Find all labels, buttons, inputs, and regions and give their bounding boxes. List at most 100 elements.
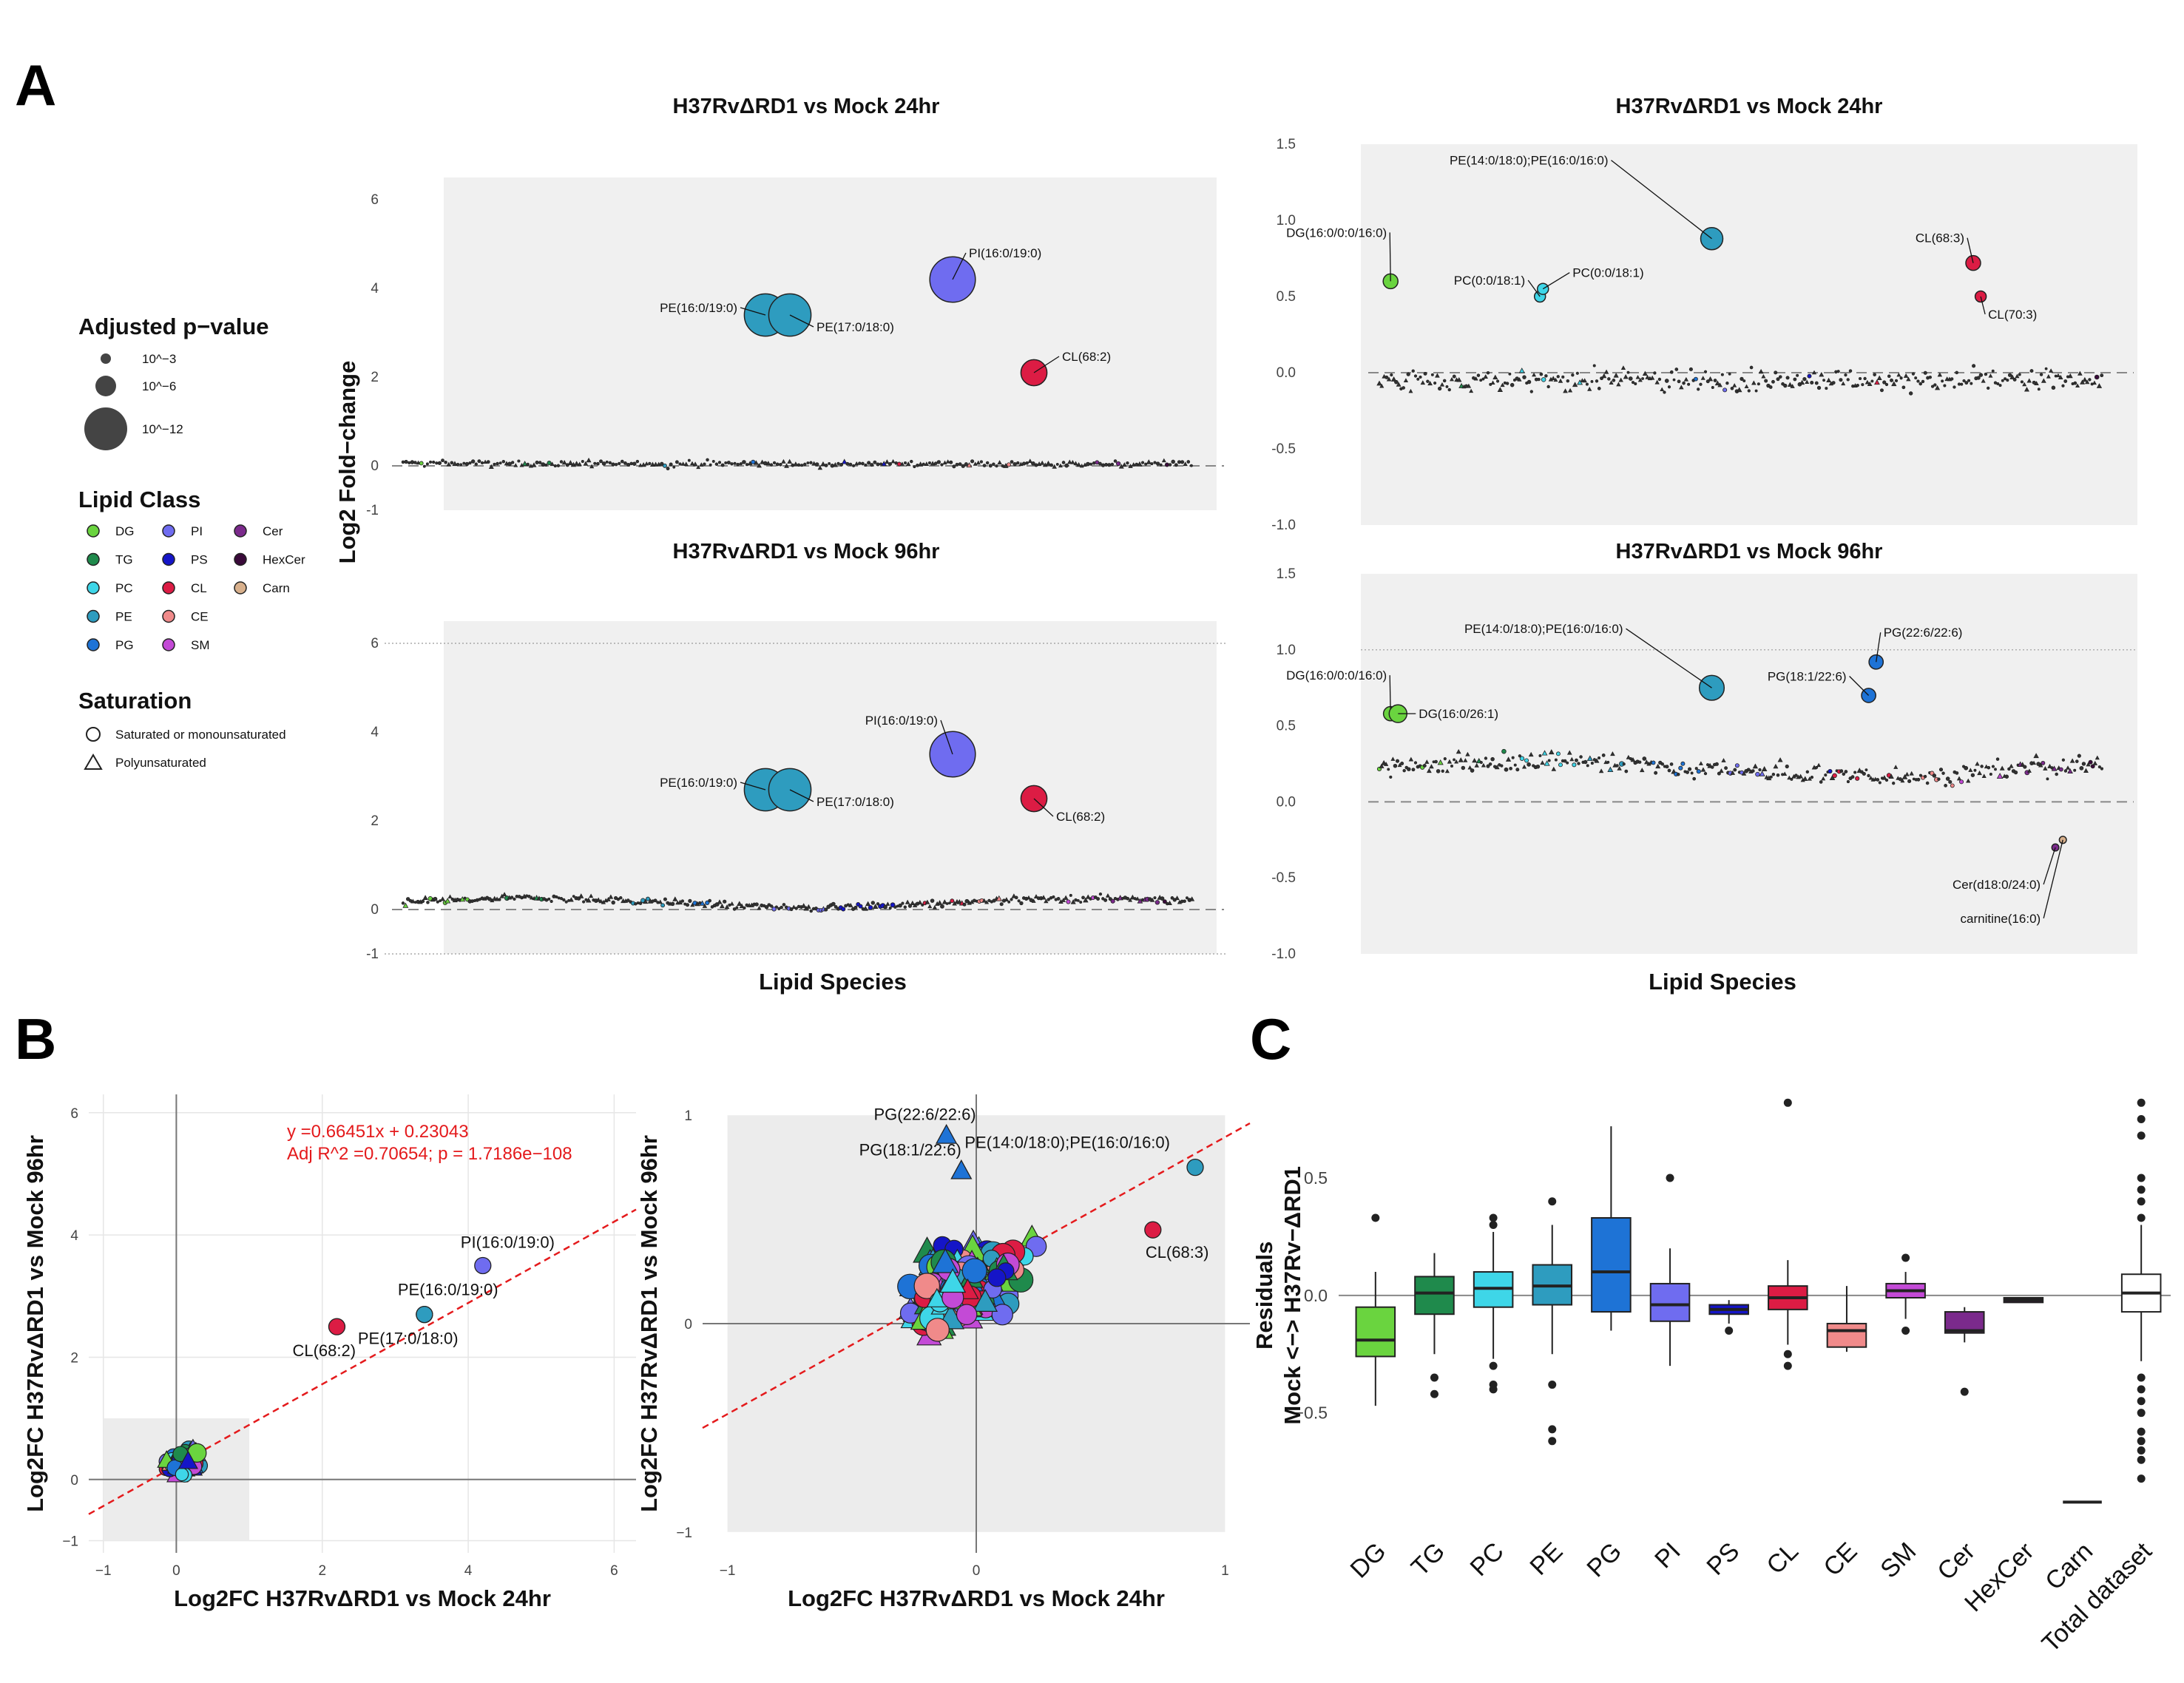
y-tick-label: −0.5: [1294, 1403, 1328, 1423]
data-point: [1657, 377, 1662, 382]
data-point: [1996, 773, 2004, 779]
data-point: [861, 461, 865, 466]
data-point: [1540, 760, 1545, 765]
data-point: [1918, 773, 1922, 777]
y-tick-label: 0.5: [1304, 1168, 1328, 1188]
data-point: [1541, 750, 1548, 756]
data-point: [876, 902, 880, 906]
data-point: [1641, 377, 1644, 380]
data-point: [1396, 382, 1402, 387]
y-tick-label: 0.5: [1277, 289, 1296, 305]
chart-a-96hr-zoom: H37RvΔRD1 vs Mock 96hr -1.0 -0.5 0.0 0.5 1.0 1…: [1271, 540, 2137, 962]
data-point: [1085, 894, 1091, 899]
x-tick-label: 0: [172, 1563, 180, 1579]
data-point: [1964, 765, 1969, 771]
data-point: [1802, 376, 1807, 382]
data-point: [1677, 379, 1681, 384]
data-point: [702, 903, 708, 908]
data-point: [1996, 382, 2000, 386]
data-point: [854, 461, 859, 466]
data-point: [666, 467, 670, 471]
data-point: [1672, 378, 1676, 382]
data-point: [2049, 368, 2054, 373]
data-point: [912, 902, 918, 907]
data-point: [2096, 383, 2103, 388]
data-point: [2034, 381, 2039, 386]
data-point: [1047, 898, 1050, 901]
data-point: [1859, 770, 1864, 774]
label-leader: [1626, 628, 1712, 688]
data-point: [1796, 373, 1799, 377]
data-point: [1609, 380, 1614, 385]
data-point: [1893, 765, 1899, 769]
data-point: [510, 895, 514, 899]
data-point: [1544, 760, 1550, 766]
data-point: [824, 907, 828, 912]
data-point: [1474, 762, 1479, 768]
data-point: [1819, 780, 1823, 784]
data-point: [464, 461, 470, 467]
data-point: [1126, 896, 1130, 901]
data-point: [1155, 461, 1160, 466]
data-point: [1955, 771, 1959, 775]
box-outlier: [2137, 1446, 2146, 1455]
data-point: [736, 462, 740, 467]
point-label: PC(0:0/18:1): [1572, 266, 1643, 280]
data-point: [1787, 382, 1793, 387]
data-point: [620, 459, 624, 464]
data-point: [1171, 459, 1175, 464]
y-tick-label: 0.5: [1277, 719, 1296, 734]
data-point: [1814, 765, 1819, 770]
data-point: [841, 458, 848, 464]
data-point: [801, 903, 807, 908]
data-point: [1700, 376, 1705, 380]
data-point: [1490, 380, 1495, 385]
data-point: [1076, 899, 1080, 902]
data-point: [1569, 756, 1575, 762]
data-point: [858, 904, 863, 909]
data-point: [1546, 385, 1550, 389]
data-point: [1592, 364, 1596, 368]
data-point: [2041, 760, 2046, 765]
label-leader: [1980, 296, 1986, 315]
data-point: [2001, 379, 2004, 382]
data-point: [1441, 769, 1444, 773]
box-outlier: [1548, 1381, 1557, 1389]
legend-classes: DG TG PC PE PG PI PS CL CE SM Cer HexCer Carn: [87, 524, 305, 652]
data-point: [1394, 379, 1399, 385]
data-point: [1558, 378, 1563, 383]
data-point: [1904, 771, 1910, 776]
data-point: [1778, 375, 1782, 379]
box-outlier: [2137, 1197, 2146, 1206]
data-point: [1174, 895, 1180, 901]
point-label: CL(70:3): [1988, 308, 2037, 322]
data-point: [1998, 384, 2002, 387]
data-point: [1444, 768, 1450, 773]
data-point: [1732, 383, 1737, 387]
data-point: [1452, 374, 1456, 379]
data-point: [1887, 374, 1891, 379]
x-tick-label: 6: [610, 1563, 618, 1579]
data-point: [1976, 376, 1981, 380]
y-tick-label: 6: [371, 636, 379, 651]
point-label: PE(17:0/18:0): [817, 795, 894, 809]
data-point: [1162, 899, 1167, 904]
data-point: [972, 898, 976, 903]
data-point: [2006, 379, 2009, 382]
data-point: [1537, 377, 1541, 382]
data-point: [1930, 385, 1935, 388]
data-point: [2095, 755, 2100, 760]
data-point: [421, 899, 425, 904]
data-point: [1488, 762, 1492, 766]
data-point: [1379, 763, 1385, 768]
data-point: [1710, 765, 1714, 769]
data-point: [931, 1247, 959, 1273]
data-point: [817, 465, 823, 470]
legend-class-label: DG: [115, 524, 135, 538]
data-point: [1991, 369, 1995, 373]
data-point: [2077, 754, 2081, 758]
data-point: [2075, 759, 2079, 763]
data-point: [1901, 773, 1908, 779]
data-point: [1419, 375, 1422, 379]
legend-class-swatch: [162, 581, 175, 595]
